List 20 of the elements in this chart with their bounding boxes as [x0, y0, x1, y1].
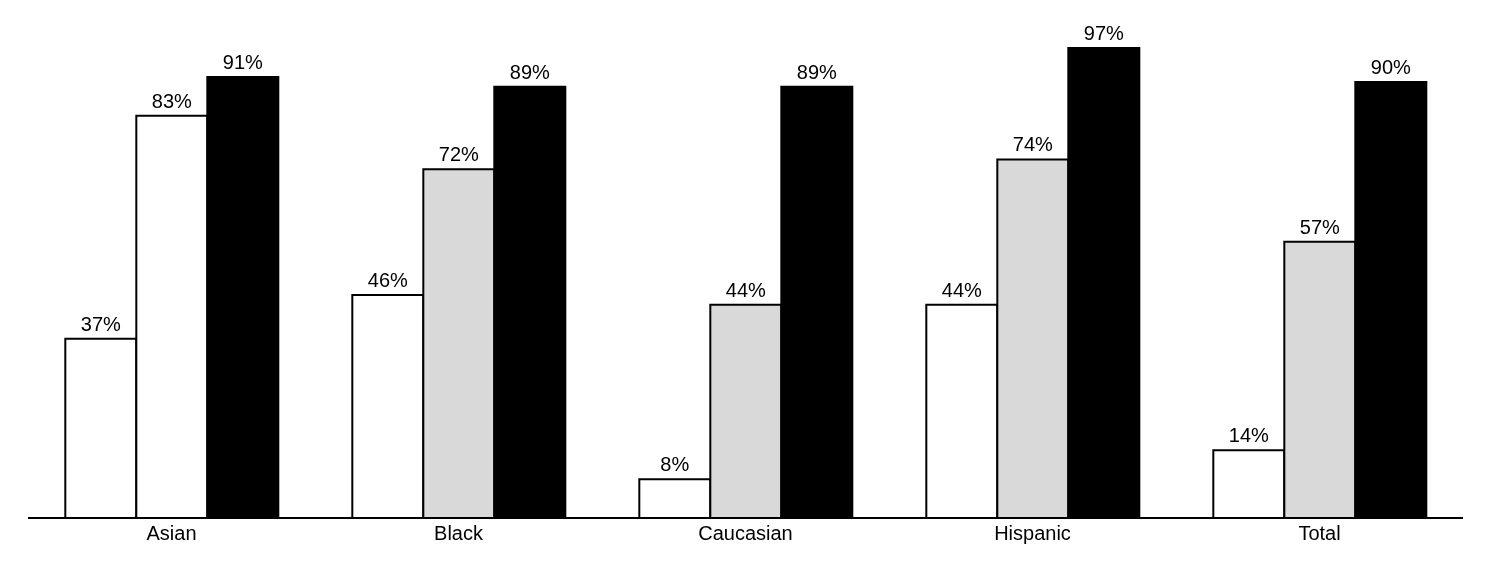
- data-label: 83%: [151, 89, 193, 112]
- data-label: 14%: [1228, 424, 1270, 447]
- data-label: 91%: [222, 51, 264, 74]
- x-tick-label: Asian: [146, 522, 197, 545]
- data-label: 89%: [509, 60, 551, 83]
- x-tick-label: Hispanic: [994, 522, 1071, 545]
- data-label: 90%: [1370, 55, 1412, 78]
- data-label: 8%: [660, 453, 690, 476]
- data-label: 44%: [725, 278, 767, 301]
- data-label: 72%: [438, 143, 480, 166]
- data-label: 37%: [80, 312, 122, 335]
- x-tick-label: Total: [1298, 522, 1341, 545]
- data-label: 46%: [367, 269, 409, 292]
- data-label: 74%: [1012, 133, 1054, 156]
- data-label: 44%: [941, 278, 983, 301]
- data-label: 57%: [1299, 215, 1341, 238]
- x-tick-label: Black: [434, 522, 484, 545]
- data-label: 97%: [1083, 22, 1125, 44]
- data-label: 89%: [796, 60, 838, 83]
- x-tick-label: Caucasian: [698, 522, 793, 545]
